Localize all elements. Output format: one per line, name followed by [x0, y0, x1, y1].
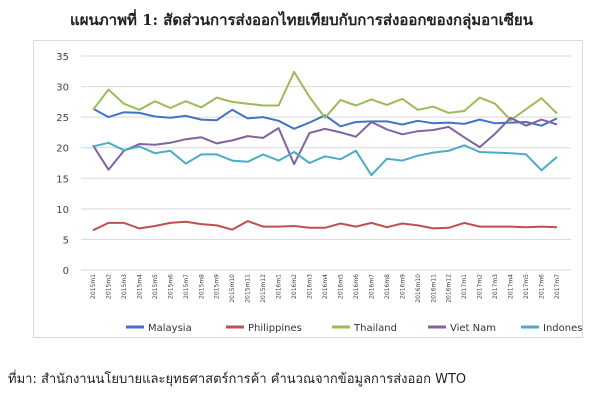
series-line-viet-nam — [92, 116, 558, 171]
chart-frame: 0 5 10 15 20 25 30 35 2015m1 2015m2 2015m3 2015m4 20… — [33, 40, 583, 338]
series-line-philippines — [92, 220, 558, 232]
y-tick-label: 0 — [63, 266, 69, 277]
legend-label: Viet Nam — [450, 323, 496, 334]
x-tick-label: 2016m4 — [322, 274, 329, 299]
x-tick-label: 2017m3 — [492, 274, 499, 299]
x-tick-label: 2017m7 — [554, 274, 561, 299]
x-tick-label: 2015m2 — [105, 274, 112, 299]
y-tick-label: 25 — [56, 113, 69, 124]
x-tick-label: 2015m9 — [214, 274, 221, 299]
x-tick-label: 2015m12 — [260, 274, 267, 303]
x-tick-label: 2016m1 — [276, 274, 283, 299]
x-tick-label: 2015m7 — [183, 274, 190, 299]
line-chart: 0 5 10 15 20 25 30 35 2015m1 2015m2 2015m3 2015m4 20… — [56, 52, 582, 334]
series-line-indonesia — [92, 141, 558, 177]
x-tick-label: 2015m11 — [245, 274, 252, 303]
legend-label: Malaysia — [148, 323, 192, 334]
chart-title: แผนภาพที่ 1: สัดส่วนการส่งออกไทยเทียบกับ… — [70, 11, 533, 29]
x-tick-label: 2015m6 — [167, 274, 174, 299]
x-tick-label: 2016m9 — [399, 274, 406, 299]
x-tick-label: 2015m10 — [229, 274, 236, 303]
x-tick-label: 2017m2 — [477, 274, 484, 299]
x-tick-label: 2016m7 — [368, 274, 375, 299]
x-tick-label: 2016m11 — [430, 274, 437, 303]
y-tick-label: 35 — [56, 52, 69, 63]
x-tick-label: 2015m8 — [198, 274, 205, 299]
x-tick-label: 2016m2 — [291, 274, 298, 299]
x-tick-label: 2015m1 — [90, 274, 97, 299]
x-tick-label: 2015m5 — [152, 274, 159, 299]
y-tick-label: 30 — [56, 83, 69, 94]
x-tick-label: 2016m8 — [384, 274, 391, 299]
x-tick-label: 2017m1 — [461, 274, 468, 299]
y-tick-label: 15 — [56, 174, 69, 185]
x-tick-label: 2017m4 — [508, 274, 515, 299]
x-tick-label: 2016m6 — [353, 274, 360, 299]
x-tick-label: 2017m5 — [523, 274, 530, 299]
series-line-malaysia — [92, 107, 558, 130]
series-line-thailand — [92, 70, 558, 122]
legend-label: Thailand — [353, 323, 397, 334]
legend-label: Philippines — [248, 323, 302, 334]
legend-label: Indonesia — [543, 323, 582, 334]
y-tick-label: 5 — [63, 235, 69, 246]
source-note: ที่มา: สำนักงานนโยบายและยุทธศาสตร์การค้า… — [8, 372, 467, 387]
x-tick-label: 2015m3 — [121, 274, 128, 299]
x-tick-label: 2016m3 — [307, 274, 314, 299]
x-tick-label: 2016m12 — [446, 274, 453, 303]
x-tick-label: 2016m5 — [337, 274, 344, 299]
x-tick-label: 2016m10 — [415, 274, 422, 303]
x-tick-label: 2015m4 — [136, 274, 143, 299]
y-tick-label: 10 — [56, 205, 69, 216]
x-tick-label: 2017m6 — [539, 274, 546, 299]
y-tick-label: 20 — [56, 144, 69, 155]
